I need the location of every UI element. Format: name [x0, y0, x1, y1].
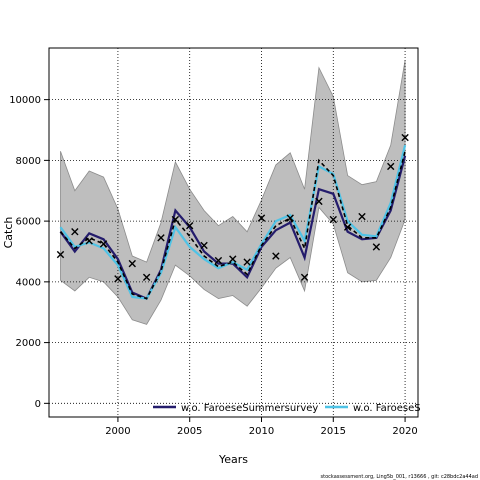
- y-tick-label: 2000: [16, 338, 41, 349]
- y-tick-label: 4000: [16, 277, 41, 288]
- observed-point: [272, 252, 280, 260]
- observed-point: [114, 275, 122, 283]
- y-axis-title: Catch: [2, 217, 15, 249]
- observed-point: [343, 223, 352, 231]
- x-tick-label: 2010: [249, 426, 274, 437]
- series-line-3: [59, 151, 406, 300]
- observed-point: [171, 215, 180, 224]
- observed-point: [358, 212, 366, 221]
- observed-point: [329, 215, 337, 224]
- observed-point: [214, 256, 223, 265]
- x-tick-label: 2015: [321, 426, 346, 437]
- observed-point: [157, 234, 165, 242]
- x-tick-label: 2020: [392, 426, 417, 437]
- y-tick-label: 0: [35, 399, 41, 410]
- y-tick-label: 10000: [9, 95, 41, 106]
- observed-point: [257, 214, 266, 222]
- y-tick-label: 8000: [16, 156, 41, 167]
- series-line-1: [59, 155, 407, 301]
- observed-point: [286, 214, 294, 222]
- observed-point: [300, 273, 309, 281]
- legend-label-1: w.o. FaroeseSummersurvey: [181, 403, 318, 414]
- x-axis-title: Years: [218, 453, 248, 466]
- x-tick-label: 2005: [177, 426, 202, 437]
- x-tick-label: 2000: [105, 426, 130, 437]
- observed-point: [229, 255, 237, 263]
- observed-point: [186, 221, 194, 230]
- observed-point: [56, 250, 65, 259]
- observed-point: [71, 228, 79, 236]
- observed-point: [99, 240, 108, 248]
- footer-text: stockassessment.org, Ling5b_001, r13666 …: [321, 474, 478, 480]
- observed-point: [85, 237, 93, 245]
- observed-point: [401, 133, 409, 142]
- observed-point: [387, 162, 395, 171]
- observed-point: [243, 258, 251, 266]
- observed-point: [200, 241, 208, 250]
- series-line-2: [59, 144, 407, 300]
- legend-label-2: w.o. FaroeseS: [353, 403, 421, 414]
- plot-frame: [48, 47, 419, 418]
- observed-point: [315, 197, 323, 206]
- observed-point: [128, 259, 136, 268]
- observed-point: [142, 273, 151, 281]
- legend: w.o. FaroeseSummersurvey w.o. FaroeseS: [153, 403, 421, 414]
- observed-point: [372, 243, 381, 251]
- y-tick-label: 6000: [16, 217, 41, 228]
